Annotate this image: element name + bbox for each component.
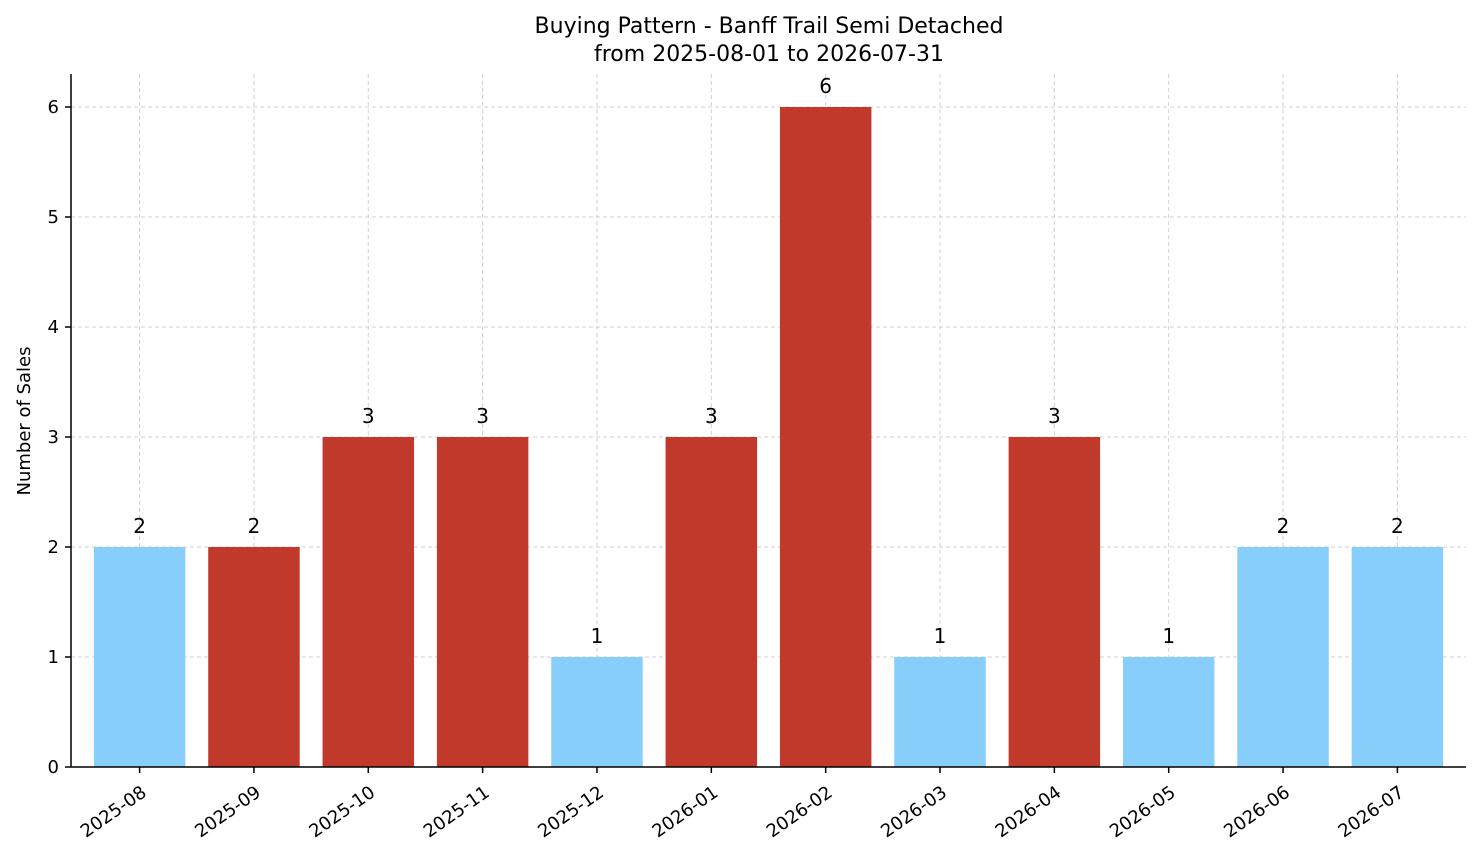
data-label: 3 — [362, 404, 375, 428]
y-tick-label: 0 — [48, 757, 59, 778]
x-tick-label: 2026-02 — [763, 782, 837, 842]
data-label: 2 — [1277, 514, 1290, 538]
bar-2025-12 — [551, 657, 643, 767]
bars — [93, 107, 1444, 767]
x-tick-label: 2025-09 — [191, 782, 265, 842]
y-tick-label: 1 — [48, 647, 59, 668]
bar-2026-06 — [1237, 547, 1329, 767]
data-label: 3 — [1048, 404, 1061, 428]
x-ticks: 2025-08 2025-09 2025-10 2025-11 2025-12 2026-… — [77, 767, 1408, 842]
bar-2025-10 — [322, 437, 415, 767]
y-tick-label: 5 — [48, 207, 59, 228]
bar-2026-04 — [1008, 437, 1101, 767]
bar-2025-08 — [93, 547, 186, 767]
x-tick-label: 2026-04 — [992, 782, 1066, 842]
bar-2026-02 — [779, 107, 872, 767]
x-tick-label: 2026-03 — [877, 782, 951, 842]
bar-2026-07 — [1351, 547, 1444, 767]
y-axis-label: Number of Sales — [14, 346, 35, 495]
x-tick-label: 2026-06 — [1220, 782, 1294, 842]
x-tick-label: 2026-01 — [649, 782, 723, 842]
x-tick-label: 2025-10 — [306, 782, 380, 842]
x-tick-label: 2025-11 — [420, 782, 494, 842]
data-label: 1 — [934, 624, 947, 648]
data-label: 3 — [705, 404, 718, 428]
x-tick-label: 2025-08 — [77, 782, 151, 842]
data-label: 2 — [133, 514, 146, 538]
y-tick-label: 6 — [48, 97, 59, 118]
chart-title: Buying Pattern - Banff Trail Semi Detach… — [535, 14, 1004, 39]
y-tick-label: 3 — [48, 427, 59, 448]
y-ticks: 0 1 2 3 4 5 6 — [48, 97, 71, 778]
data-label: 2 — [248, 514, 261, 538]
x-tick-label: 2026-07 — [1335, 782, 1409, 842]
bar-2026-03 — [894, 657, 986, 767]
bar-2026-01 — [665, 437, 758, 767]
data-labels: 2 2 3 3 1 3 6 1 3 1 2 2 — [133, 74, 1404, 648]
bar-2025-09 — [208, 547, 300, 767]
x-tick-label: 2026-05 — [1106, 782, 1180, 842]
axes — [70, 74, 1466, 768]
bar-2025-11 — [436, 437, 529, 767]
data-label: 1 — [591, 624, 604, 648]
chart-subtitle: from 2025-08-01 to 2026-07-31 — [594, 42, 944, 67]
data-label: 1 — [1162, 624, 1175, 648]
x-tick-label: 2025-12 — [534, 782, 608, 842]
data-label: 3 — [476, 404, 489, 428]
data-label: 2 — [1391, 514, 1404, 538]
y-tick-label: 4 — [48, 317, 59, 338]
bar-2026-05 — [1122, 657, 1215, 767]
y-tick-label: 2 — [48, 537, 59, 558]
data-label: 6 — [819, 74, 832, 98]
